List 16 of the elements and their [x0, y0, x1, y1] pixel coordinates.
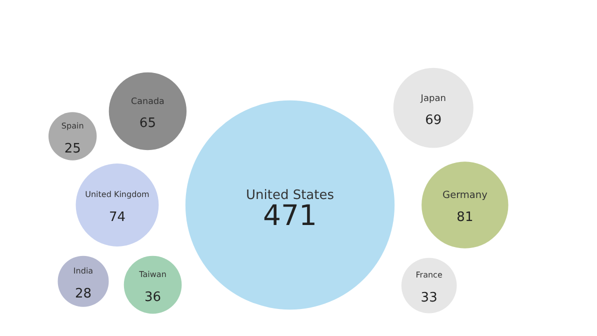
- data-label: 33: [420, 290, 438, 306]
- category-label: Canada: [131, 97, 164, 108]
- category-label: Taiwan: [138, 270, 166, 279]
- data-label: 69: [425, 112, 442, 128]
- category-label: France: [416, 270, 442, 280]
- data-label: 65: [139, 116, 156, 132]
- data-label: 25: [64, 141, 81, 156]
- data-label: 36: [144, 290, 162, 305]
- data-label: 28: [74, 286, 92, 302]
- category-label: India: [73, 266, 94, 276]
- data-label: 74: [108, 210, 126, 225]
- data-label: 81: [456, 210, 474, 225]
- category-label: Germany: [442, 190, 488, 201]
- category-label: Japan: [420, 94, 446, 104]
- category-label: United Kingdom: [85, 190, 150, 199]
- category-label: Spain: [61, 121, 84, 130]
